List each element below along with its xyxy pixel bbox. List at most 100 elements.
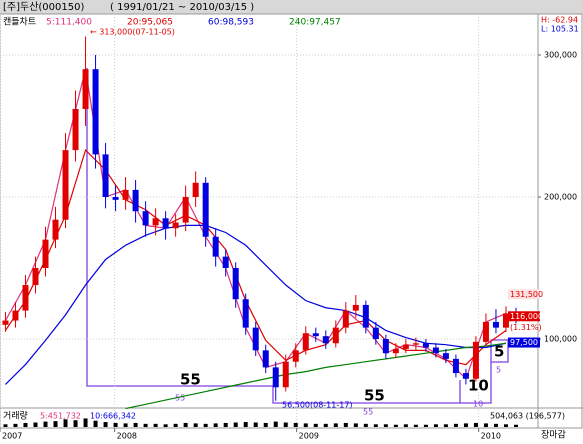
price-box [508,289,540,300]
y-tick-label: 300,000 [544,50,577,59]
cycle-label: 55 [364,387,385,405]
candle-body [82,69,89,109]
candle-body [212,236,219,257]
candle-body [122,189,129,200]
candle-body [192,182,199,197]
volume-bar [233,422,238,427]
candle-body [462,373,469,379]
candle-body [112,196,119,200]
volume-bar [483,423,488,427]
cycle-mark: 55 [175,394,185,403]
candle-body [162,218,169,229]
volume-bar [133,422,138,427]
peak-label: ← 313,000(07-11-05) [90,28,175,37]
volume-bar [503,424,508,427]
volume-bar [433,424,438,427]
cycle-label: 10 [468,377,489,395]
cycle-label: 55 [180,371,201,389]
candle-body [62,150,69,220]
volume-bar [43,421,48,427]
ma-line [5,224,507,385]
volume-bar [283,422,288,427]
volume-bar [93,420,98,427]
volume-bar [343,422,348,427]
x-tick-label: 2007 [2,432,22,441]
candle-body [72,108,79,151]
volume-bar [83,418,88,427]
header-bar [0,0,583,14]
volume-bar [143,423,148,427]
candle-body [2,320,9,325]
candle-body [302,333,309,351]
volume-bar [163,424,168,427]
volume-legend: 10:666,342 [90,412,136,421]
volume-bar [53,421,58,427]
candle-body [292,350,299,362]
volume-bar [113,422,118,427]
candle-body [332,327,339,344]
candle-body [392,348,399,354]
volume-bar [3,424,8,427]
volume-bar [423,424,428,427]
volume-bar [403,424,408,427]
y-tick-label: 100,000 [544,334,577,343]
volume-bar [73,420,78,427]
candle-body [182,196,189,223]
candle-body [222,256,229,268]
legend-entry: 60:98,593 [208,18,254,28]
volume-bar [473,422,478,427]
volume-bar [213,423,218,427]
candle-body [492,321,499,328]
legend-entry: 240:97,457 [289,18,341,28]
volume-bar [333,423,338,427]
candle-body [252,327,259,351]
cycle-lines [86,68,509,404]
candle-body [202,182,209,237]
candle-body [42,239,49,268]
candle-body [92,69,99,155]
volume-bar [223,422,228,427]
x-tick-label: 2008 [117,432,137,441]
volume-bar [63,419,68,427]
volume-bar [33,422,38,427]
candle-body [282,361,289,388]
cycle-mark: 55 [363,408,373,417]
candle-body [12,310,19,321]
candle-body [412,343,419,345]
volume-bar [443,424,448,427]
trough-label: 56,500(08-11-17) [282,401,353,410]
volume-bar [323,423,328,427]
axis-frame [537,13,583,429]
candle-body [52,219,59,240]
y-tick-label: 200,000 [544,192,577,201]
price-label: 116,000 [510,312,543,321]
candle-body [312,333,319,337]
candle-body [322,336,329,344]
candle-body [432,347,439,354]
candle-body [442,353,449,359]
chart-label: 캔들차트 [3,16,36,28]
candle-body [232,267,239,300]
candle-body [372,327,379,339]
volume-bar [293,422,298,427]
volume-bar [183,422,188,427]
candle-body [472,341,479,379]
period: ( 1991/01/21 ~ 2010/03/15 ) [110,2,254,13]
candle-body [102,154,109,197]
candle-body [362,304,369,328]
price-box [508,311,540,322]
volume-bar [513,424,518,427]
volume-bar [493,423,498,427]
ma-line [4,149,507,366]
volume-bar [203,423,208,427]
volume-bar [413,424,418,427]
volume-bar [103,422,108,427]
volume-bar [253,422,258,427]
volume-bar [373,424,378,427]
candle-body [342,310,349,328]
volume-bar [363,423,368,427]
cycle-mark: 10 [473,400,483,409]
status: 장마감 [541,429,566,441]
ma-line [125,342,507,410]
